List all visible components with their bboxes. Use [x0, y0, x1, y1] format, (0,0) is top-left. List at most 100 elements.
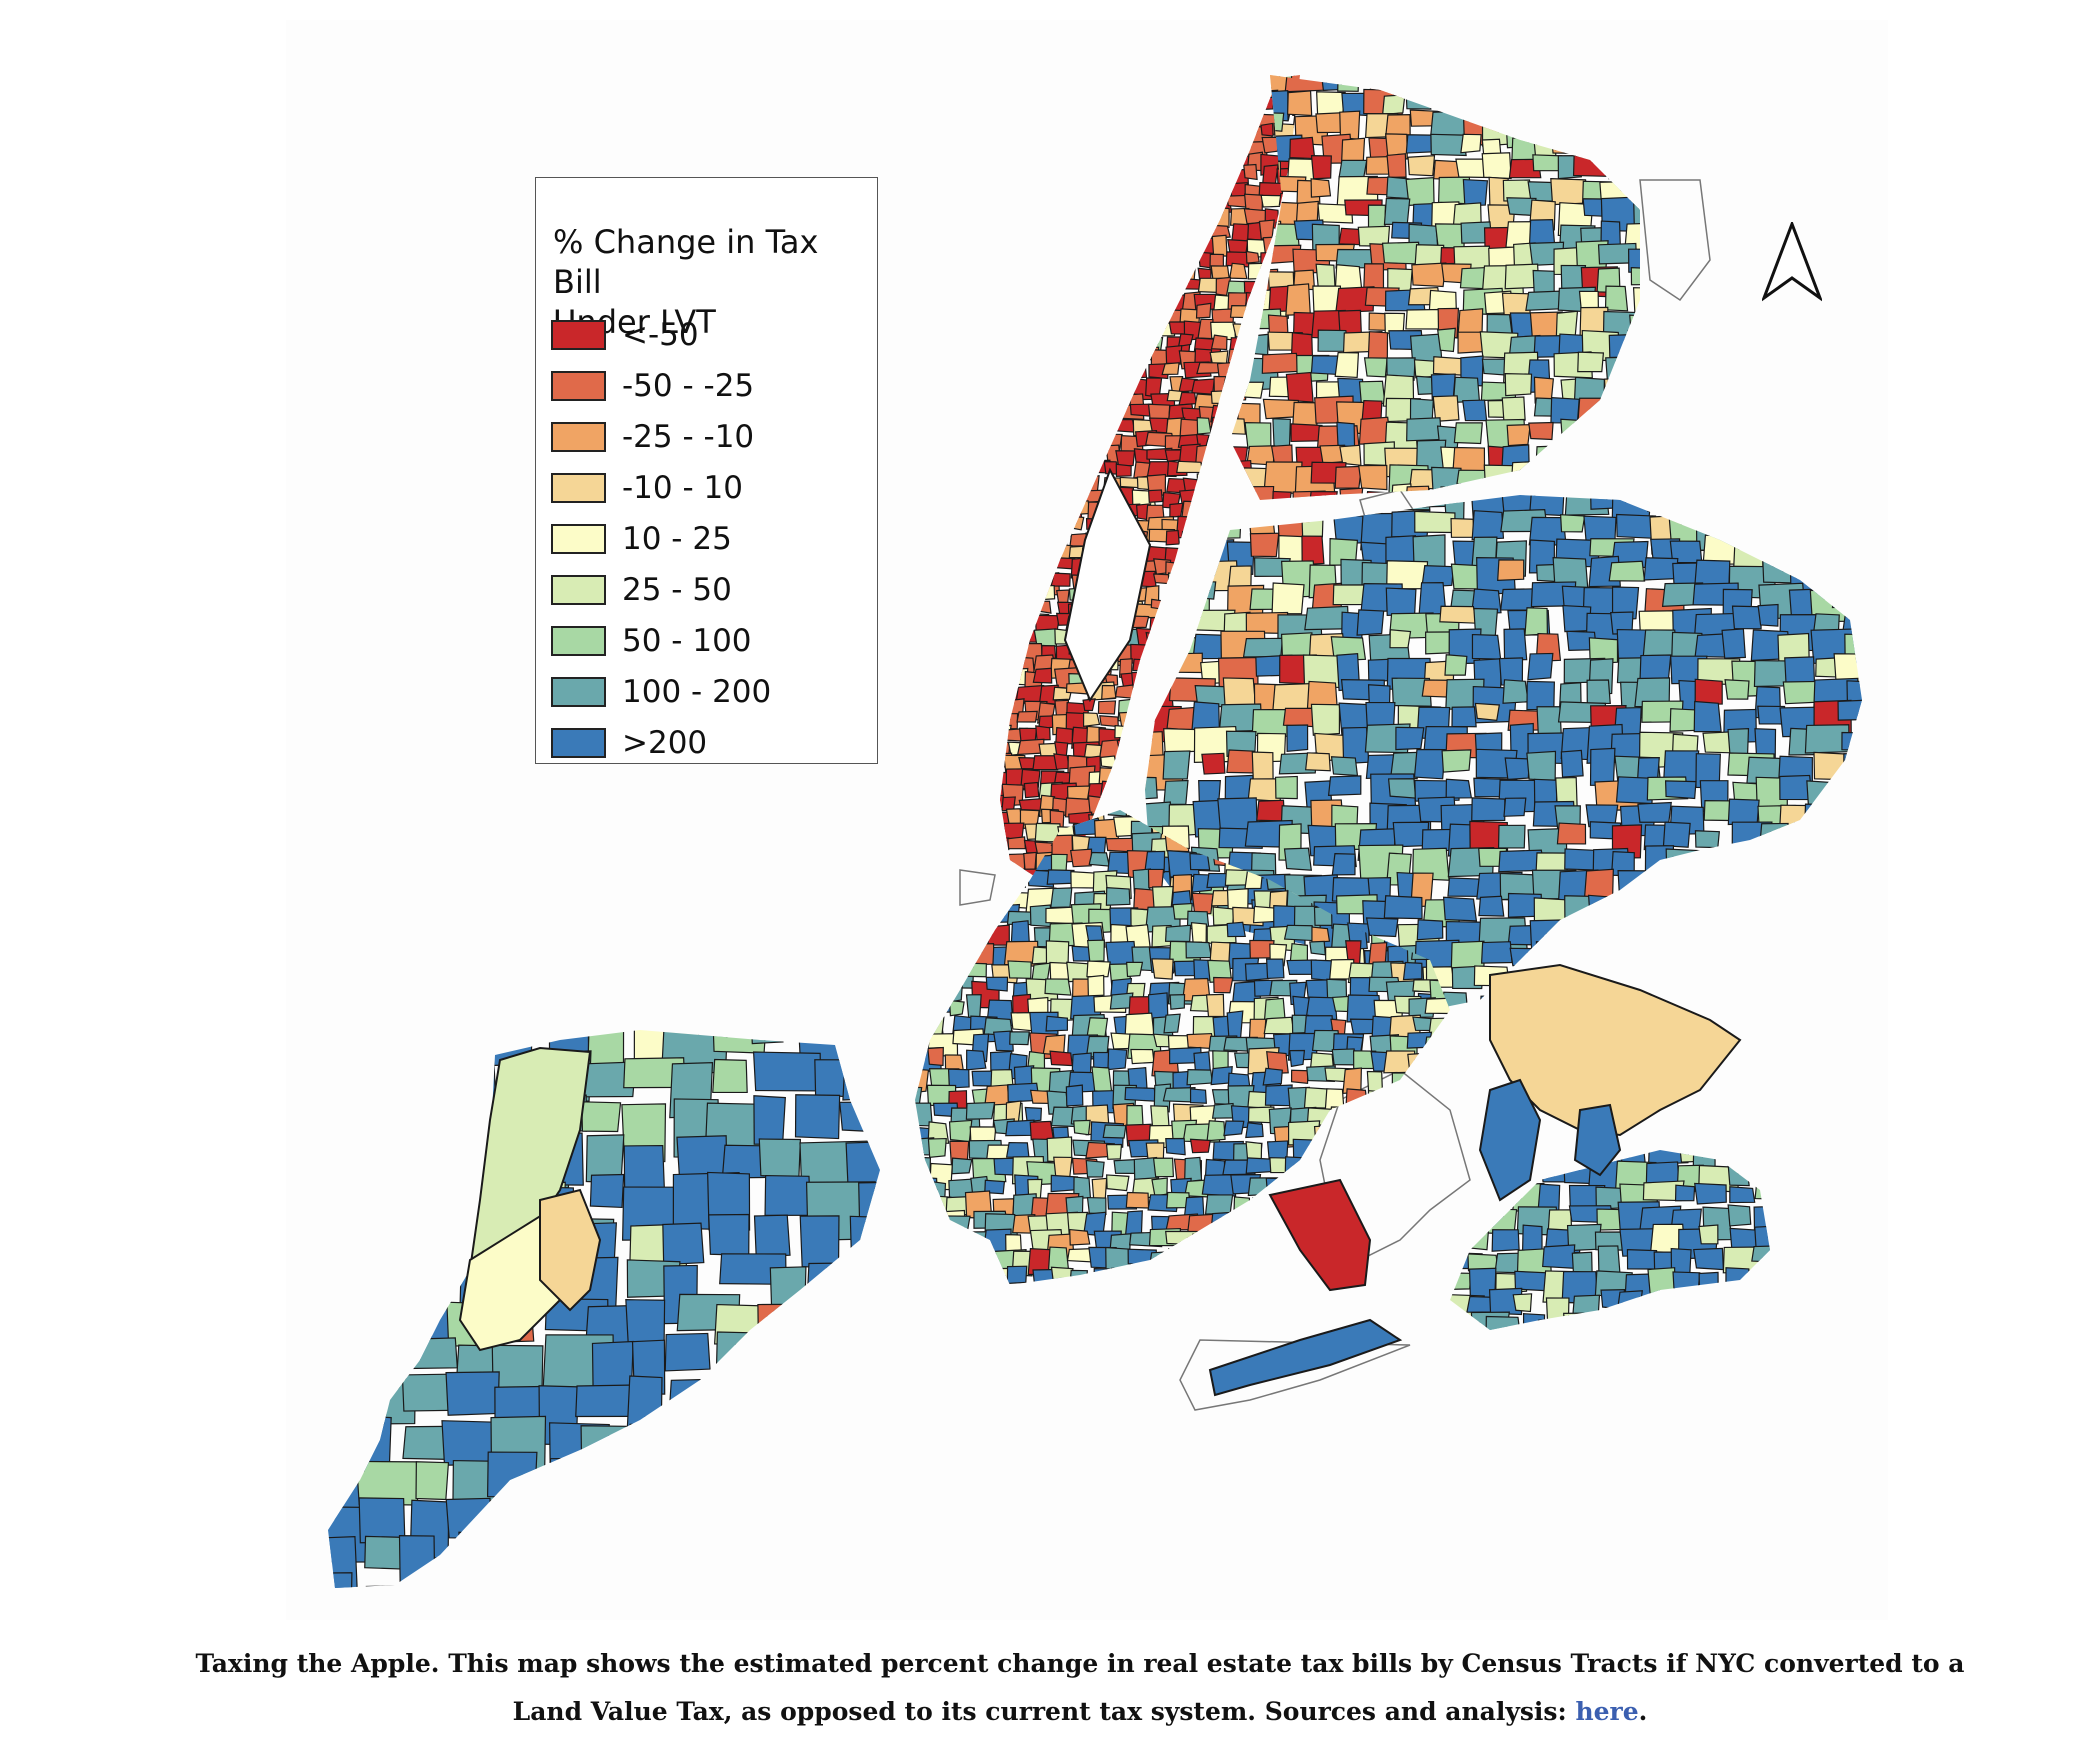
- census-tract: [1005, 616, 1031, 634]
- legend-item: 100 - 200: [551, 666, 771, 717]
- census-tract: [1015, 95, 1045, 117]
- census-tract: [1116, 181, 1133, 202]
- census-tract: [1051, 139, 1071, 159]
- census-tract: [1462, 178, 1489, 207]
- census-tract: [1229, 262, 1248, 280]
- census-tract: [1391, 1072, 1427, 1093]
- census-tract: [1168, 153, 1195, 175]
- census-tract: [814, 1059, 857, 1098]
- census-tract: [1054, 486, 1078, 505]
- census-tract: [1230, 373, 1249, 402]
- census-tract: [761, 1456, 803, 1508]
- census-tract: [1806, 780, 1837, 819]
- census-tract: [1407, 1249, 1424, 1268]
- census-tract: [1165, 626, 1190, 640]
- census-tract: [1865, 777, 1891, 807]
- census-tract: [753, 1545, 821, 1588]
- census-tract: [1338, 159, 1368, 179]
- census-tract: [1700, 495, 1748, 523]
- census-tract: [915, 814, 939, 831]
- census-tract: [1000, 573, 1011, 594]
- census-tract: [1018, 221, 1039, 239]
- census-tract: [1148, 291, 1176, 309]
- census-tract: [458, 1531, 501, 1582]
- choropleth-map: [328, 75, 1905, 1588]
- census-tract: [1045, 1015, 1069, 1032]
- census-tract: [1229, 476, 1247, 498]
- census-tract: [933, 1267, 959, 1285]
- census-tract: [1024, 1106, 1043, 1123]
- census-tract: [1729, 1227, 1758, 1250]
- census-tract: [1560, 418, 1585, 439]
- census-tract: [1088, 306, 1112, 326]
- census-tract: [1402, 961, 1423, 981]
- census-tract: [1035, 82, 1064, 97]
- census-tract: [1000, 288, 1008, 310]
- census-tract: [1411, 1266, 1435, 1285]
- census-tract: [1128, 220, 1149, 241]
- census-tract: [1000, 263, 1004, 278]
- census-tract: [1749, 993, 1792, 1010]
- census-tract: [925, 813, 958, 840]
- census-tract: [1216, 361, 1235, 378]
- census-tract: [1000, 489, 1008, 509]
- census-tract: [1035, 725, 1051, 741]
- census-tract: [625, 1299, 666, 1345]
- census-tract: [1001, 337, 1022, 354]
- census-tract: [1573, 1334, 1602, 1367]
- census-tract: [628, 1423, 669, 1477]
- census-tract: [1626, 354, 1640, 387]
- census-tract: [1176, 460, 1204, 474]
- census-tract: [1181, 210, 1195, 224]
- census-tract: [1184, 583, 1202, 604]
- census-tract: [1553, 75, 1576, 100]
- census-tract: [1550, 117, 1589, 143]
- census-tract: [1774, 1334, 1811, 1361]
- legend-item: >200: [551, 717, 771, 768]
- sources-link[interactable]: here: [1575, 1697, 1639, 1726]
- census-tract: [1489, 1334, 1522, 1353]
- census-tract: [1025, 403, 1048, 426]
- census-tract: [986, 477, 999, 498]
- census-tract: [1024, 123, 1046, 140]
- census-tract: [1069, 500, 1091, 516]
- census-tract: [1512, 1293, 1533, 1313]
- census-tract: [948, 1232, 971, 1253]
- census-tract: [1062, 292, 1082, 307]
- census-tract: [1497, 559, 1525, 582]
- census-tract: [1085, 166, 1102, 187]
- census-tract: [1387, 1160, 1410, 1181]
- census-tract: [1193, 1287, 1207, 1300]
- census-tract: [924, 1283, 949, 1285]
- census-tract: [445, 1371, 500, 1416]
- census-tract: [1588, 637, 1619, 665]
- census-tract: [1199, 138, 1218, 151]
- census-tract: [680, 1413, 731, 1457]
- census-tract: [1837, 848, 1862, 880]
- census-tract: [1148, 211, 1165, 233]
- census-tract: [1694, 678, 1723, 705]
- census-tract: [657, 1532, 708, 1588]
- census-tract: [1000, 604, 1004, 626]
- census-tract: [527, 1493, 564, 1544]
- census-tract: [1460, 133, 1482, 154]
- census-tract: [1534, 110, 1574, 131]
- census-tract: [1426, 1250, 1446, 1279]
- census-tract: [1480, 941, 1513, 964]
- census-tract: [1536, 465, 1566, 500]
- census-tract: [794, 1094, 841, 1140]
- census-tract: [1021, 236, 1049, 251]
- census-tract: [1631, 402, 1640, 435]
- census-tract: [1127, 207, 1159, 221]
- census-tract: [1733, 509, 1764, 546]
- census-tract: [1135, 139, 1155, 154]
- census-tract: [1000, 640, 1008, 659]
- census-tract: [1006, 853, 1026, 872]
- census-tract: [1032, 667, 1053, 684]
- census-tract: [1625, 1341, 1658, 1363]
- census-tract: [1180, 529, 1206, 545]
- census-tract: [1389, 629, 1412, 649]
- census-tract: [1510, 460, 1541, 481]
- census-tract: [1008, 529, 1026, 547]
- census-tract: [1865, 829, 1905, 861]
